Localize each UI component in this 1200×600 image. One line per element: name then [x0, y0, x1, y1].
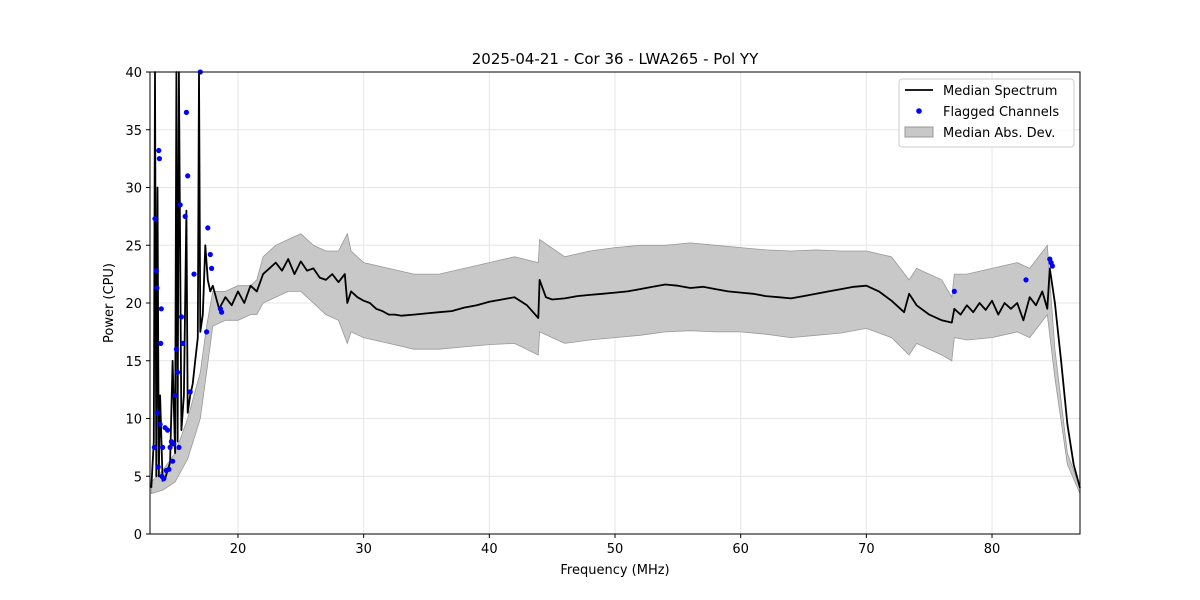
flagged-point — [207, 251, 213, 258]
flagged-point — [156, 156, 162, 162]
flagged-point — [167, 444, 173, 450]
x-tick-label: 40 — [481, 542, 498, 557]
flagged-point — [191, 271, 197, 277]
median-spectrum — [150, 71, 1081, 489]
flagged-point — [165, 427, 171, 433]
y-tick-label: 20 — [125, 297, 142, 312]
y-axis: 0 5 10 15 20 25 30 35 40 — [125, 66, 150, 543]
y-tick-label: 15 — [125, 355, 142, 370]
legend-mad-swatch — [904, 126, 934, 138]
y-tick-label: 35 — [125, 124, 142, 139]
legend-mad-label: Median Abs. Dev. — [943, 126, 1055, 141]
x-tick-label: 20 — [230, 542, 247, 557]
flagged-point — [209, 265, 215, 271]
flagged-point — [185, 173, 191, 179]
legend-flagged-swatch — [916, 108, 922, 114]
chart-title: 2025-04-21 - Cor 36 - LWA265 - Pol YY — [472, 50, 759, 68]
flagged-point — [166, 466, 172, 472]
flagged-point — [951, 288, 957, 294]
flagged-point — [205, 225, 211, 231]
x-axis-label: Frequency (MHz) — [560, 563, 669, 578]
median-spectrum-line — [150, 71, 1081, 489]
legend-median-label: Median Spectrum — [943, 84, 1057, 99]
flagged-point — [177, 202, 183, 208]
flagged-point — [153, 268, 159, 274]
y-tick-label: 5 — [134, 470, 142, 485]
flagged-point — [204, 329, 210, 335]
flagged-point — [171, 441, 177, 447]
x-tick-label: 80 — [984, 542, 1001, 557]
flagged-point — [152, 216, 158, 222]
y-tick-label: 25 — [125, 239, 142, 254]
x-tick-label: 30 — [355, 542, 372, 557]
flagged-point — [155, 464, 161, 470]
flagged-point — [178, 314, 184, 320]
flagged-point — [156, 147, 162, 154]
flagged-channels — [151, 69, 1055, 482]
flagged-point — [183, 109, 189, 115]
y-tick-label: 10 — [125, 413, 142, 428]
flagged-point — [172, 392, 178, 398]
legend-flagged-label: Flagged Channels — [943, 105, 1059, 120]
y-tick-label: 40 — [125, 66, 142, 81]
flagged-point — [176, 444, 182, 450]
flagged-point — [151, 444, 157, 450]
legend: Median Spectrum Flagged Channels Median … — [898, 78, 1075, 148]
flagged-point — [173, 346, 179, 352]
flagged-point — [180, 340, 186, 346]
flagged-point — [157, 421, 163, 427]
x-axis: 20 30 40 50 60 70 80 — [230, 534, 1001, 557]
flagged-point — [182, 213, 188, 219]
flagged-point — [160, 444, 166, 450]
x-tick-label: 60 — [732, 542, 749, 557]
flagged-point — [187, 389, 193, 395]
x-tick-label: 70 — [858, 542, 875, 557]
flagged-point — [158, 306, 164, 312]
y-tick-label: 0 — [134, 528, 142, 543]
flagged-point — [154, 285, 160, 291]
flagged-point — [1049, 263, 1055, 269]
flagged-point — [158, 340, 164, 346]
flagged-point — [175, 369, 181, 375]
flagged-point — [154, 410, 161, 416]
flagged-point — [219, 309, 225, 315]
y-tick-label: 30 — [125, 182, 142, 197]
y-axis-label: Power (CPU) — [102, 263, 117, 343]
flagged-point — [1023, 277, 1029, 283]
legend-box — [898, 78, 1075, 148]
flagged-point — [161, 476, 167, 482]
x-tick-label: 50 — [607, 542, 624, 557]
flagged-point — [170, 458, 176, 464]
